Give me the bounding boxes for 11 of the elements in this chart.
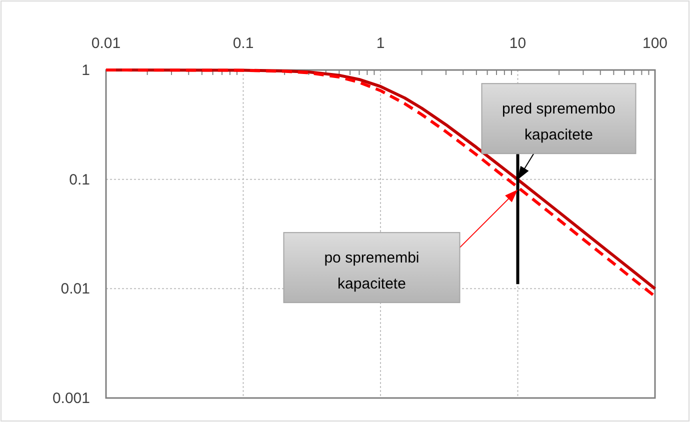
annotation: pred spremembo kapacitete	[502, 100, 616, 144]
x-tick-label: 0.01	[91, 35, 121, 52]
y-tick-label: 0.01	[60, 280, 90, 298]
annotation: po spremembi kapacitete	[324, 250, 420, 293]
x-tick-label: 0.1	[232, 35, 254, 52]
y-tick-label: 0.001	[52, 390, 90, 407]
y-tick-label: 0.1	[69, 171, 90, 188]
x-tick-label: 100	[642, 35, 668, 52]
x-tick-label: 10	[509, 35, 526, 52]
x-tick-label: 1	[376, 35, 385, 52]
y-tick-label: 1	[82, 62, 90, 79]
